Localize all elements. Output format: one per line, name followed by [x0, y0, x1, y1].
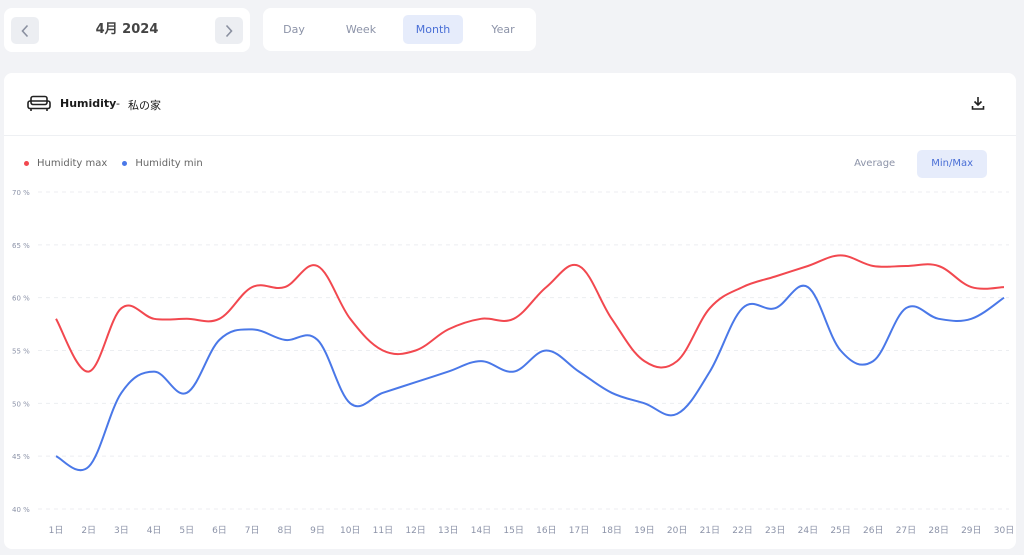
x-tick-label: 10日 — [340, 525, 360, 536]
x-tick-label: 18日 — [601, 525, 621, 536]
x-tick-label: 5日 — [179, 525, 194, 536]
x-tick-label: 11日 — [373, 525, 393, 536]
x-tick-label: 21日 — [700, 525, 720, 536]
period-tabs: Day Week Month Year — [263, 8, 536, 51]
x-tick-label: 14日 — [471, 525, 491, 536]
y-tick-label: 55 % — [12, 348, 30, 356]
tab-week[interactable]: Week — [345, 23, 377, 36]
x-tick-label: 8日 — [277, 525, 292, 536]
download-icon[interactable] — [970, 95, 986, 111]
legend-dot-min — [122, 161, 128, 166]
x-tick-label: 15日 — [503, 525, 523, 536]
tab-year[interactable]: Year — [491, 23, 515, 36]
chart-legend: Humidity max Humidity min — [24, 158, 218, 169]
x-tick-label: 6日 — [212, 525, 227, 536]
series-lines — [55, 254, 1005, 472]
x-tick-label: 12日 — [405, 525, 425, 536]
month-label: 4月 2024 — [95, 22, 159, 37]
legend-label-max: Humidity max — [37, 158, 108, 169]
x-tick-label: 29日 — [961, 525, 981, 536]
prev-month-button[interactable] — [11, 17, 39, 44]
tab-average[interactable]: Average — [854, 158, 896, 169]
legend-label-min: Humidity min — [135, 158, 203, 169]
chevron-right-icon — [225, 24, 233, 37]
x-tick-label: 9日 — [310, 525, 325, 536]
next-month-button[interactable] — [215, 17, 243, 44]
x-tick-label: 3日 — [114, 525, 129, 536]
legend-item-max[interactable]: Humidity max — [24, 158, 107, 169]
y-tick-label: 60 % — [12, 295, 30, 303]
card-header: Humidity - 私の家 — [4, 73, 1016, 136]
x-tick-label: 20日 — [667, 525, 687, 536]
mode-tabs: Average Min/Max — [840, 150, 987, 178]
title-separator: - — [116, 97, 120, 110]
legend-dot-max — [24, 161, 29, 166]
x-tick-label: 30日 — [994, 525, 1014, 536]
x-tick-label: 19日 — [634, 525, 654, 536]
legend-item-min[interactable]: Humidity min — [122, 158, 203, 169]
x-tick-label: 28日 — [928, 525, 948, 536]
tab-day[interactable]: Day — [283, 23, 305, 36]
series-line-humidity-min[interactable] — [55, 284, 1005, 472]
x-tick-label: 4日 — [147, 525, 162, 536]
y-tick-label: 40 % — [12, 506, 30, 514]
card-title: Humidity — [60, 97, 117, 110]
humidity-line-chart: 70 % 65 % 60 % 55 % 50 % 45 % 40 % 1日 2日 3日 4日 5日 6… — [12, 189, 1015, 536]
x-tick-label: 2日 — [81, 525, 96, 536]
x-tick-label: 24日 — [798, 525, 818, 536]
tab-month[interactable]: Month — [403, 15, 463, 44]
chevron-left-icon — [21, 24, 29, 37]
x-tick-label: 23日 — [765, 525, 785, 536]
x-tick-label: 1日 — [49, 525, 64, 536]
y-tick-label: 45 % — [12, 453, 30, 461]
x-tick-label: 25日 — [830, 525, 850, 536]
sofa-icon — [27, 95, 51, 111]
x-tick-label: 26日 — [863, 525, 883, 536]
tab-min-max[interactable]: Min/Max — [917, 150, 987, 178]
y-tick-label: 50 % — [12, 400, 30, 408]
y-tick-label: 70 % — [12, 189, 30, 197]
month-navigator: 4月 2024 — [4, 8, 250, 52]
card-location: 私の家 — [128, 99, 161, 112]
x-tick-label: 22日 — [732, 525, 752, 536]
x-tick-label: 27日 — [896, 525, 916, 536]
x-tick-label: 17日 — [569, 525, 589, 536]
x-tick-label: 7日 — [245, 525, 260, 536]
x-tick-label: 13日 — [438, 525, 458, 536]
series-line-humidity-max[interactable] — [55, 254, 1005, 373]
humidity-card: Humidity - 私の家 Humidity max Humidity min… — [4, 73, 1016, 549]
y-axis-ticks: 70 % 65 % 60 % 55 % 50 % 45 % 40 % — [12, 189, 30, 514]
y-tick-label: 65 % — [12, 242, 30, 250]
grid-lines — [38, 191, 1009, 510]
x-axis-ticks: 1日 2日 3日 4日 5日 6日 7日 8日 9日 10日 11日 12日 13日 14日 15日 16日 1… — [49, 525, 1015, 536]
x-tick-label: 16日 — [536, 525, 556, 536]
